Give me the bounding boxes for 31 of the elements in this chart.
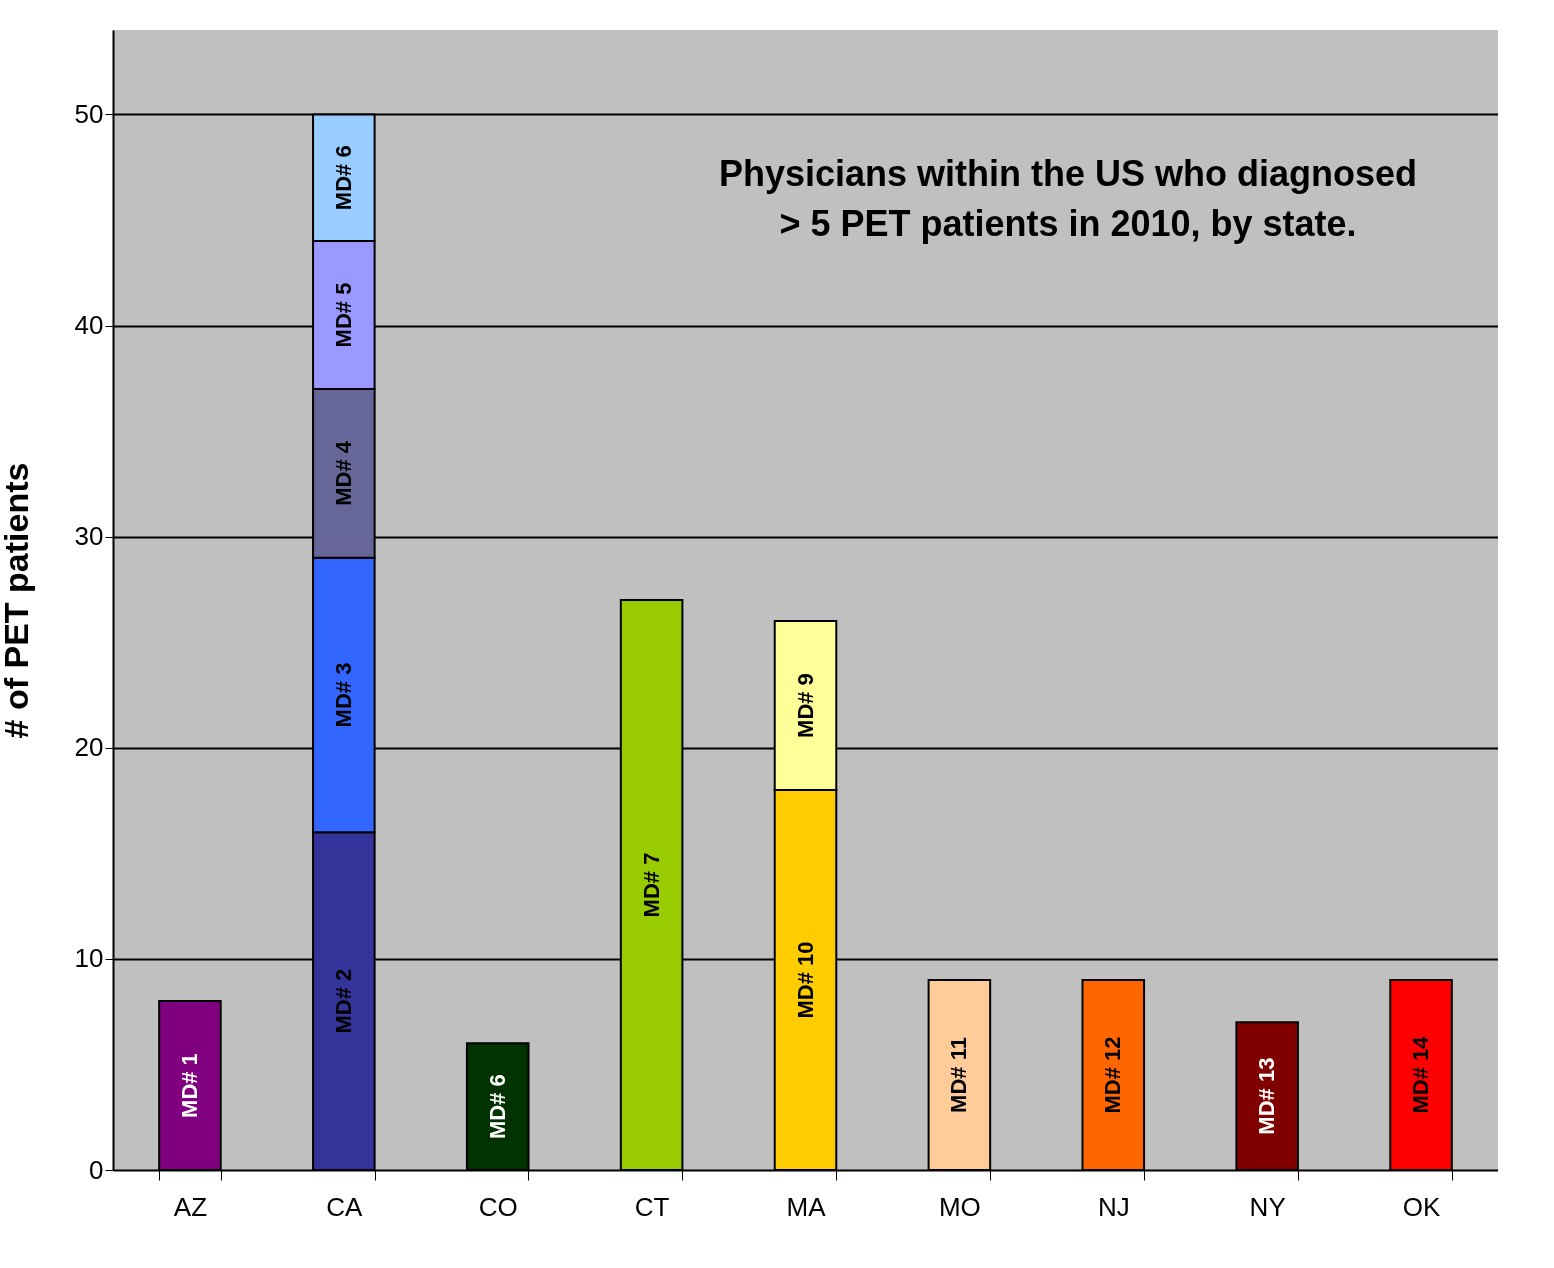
series-label: MD# 13: [1254, 1057, 1280, 1135]
x-tick-label: OK: [1402, 1191, 1441, 1222]
x-tick-label: NY: [1249, 1191, 1286, 1222]
series-label: MD# 9: [792, 673, 818, 738]
series-label: MD# 5: [330, 282, 356, 348]
series-label: MD# 6: [330, 145, 356, 211]
series-label: MD# 2: [330, 968, 356, 1034]
y-tick-label: 50: [74, 98, 104, 129]
series-label: MD# 1: [176, 1053, 202, 1118]
text: Physicians within the US who diagnosed > 5 PET patients in 2010, by state.: [718, 153, 1418, 244]
series-label: MD# 10: [792, 941, 818, 1019]
y-tick-label: 40: [74, 310, 104, 341]
series-label: MD# 6: [484, 1074, 510, 1140]
x-tick-label: CA: [326, 1191, 364, 1222]
x-tick-label: NJ: [1097, 1191, 1130, 1222]
y-tick-label: 20: [74, 732, 104, 763]
series-label: MD# 7: [638, 852, 664, 918]
x-tick-label: MO: [938, 1191, 981, 1222]
x-tick-label: CT: [634, 1191, 670, 1222]
y-tick-label: 30: [74, 521, 104, 552]
series-label: MD# 11: [946, 1037, 972, 1113]
series-label: MD# 12: [1100, 1036, 1126, 1114]
x-tick-label: AZ: [173, 1191, 208, 1222]
y-axis-title: # of PET patients: [0, 462, 35, 739]
y-tick-label: 0: [89, 1154, 104, 1185]
series-label: MD# 4: [330, 440, 356, 506]
y-tick-label: 10: [74, 943, 104, 974]
series-label: MD# 3: [330, 662, 356, 728]
series-label: MD# 14: [1408, 1035, 1434, 1114]
x-tick-label: CO: [478, 1191, 518, 1222]
x-tick-label: MA: [786, 1191, 827, 1222]
